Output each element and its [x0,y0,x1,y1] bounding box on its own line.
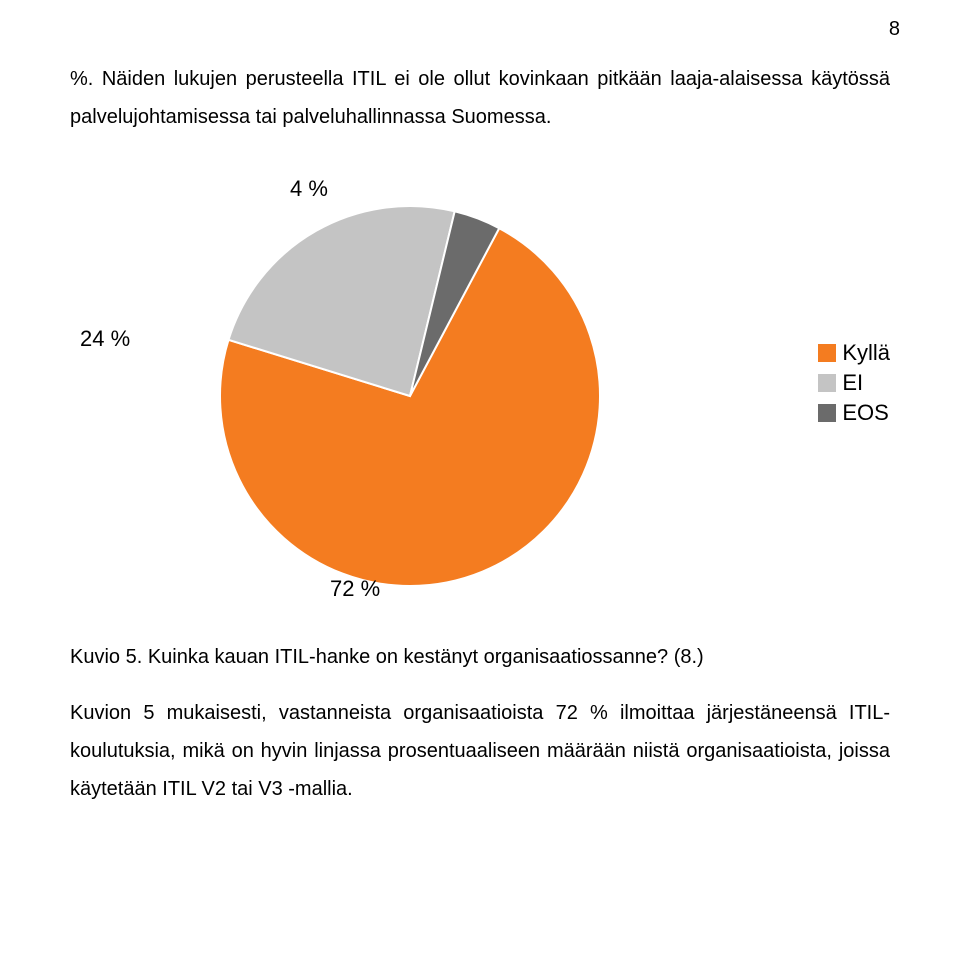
legend: Kyllä EI EOS [818,336,890,430]
paragraph-bottom: Kuvion 5 mukaisesti, vastanneista organi… [70,694,890,808]
slice-label-eos: 4 % [290,176,328,202]
figure-caption: Kuvio 5. Kuinka kauan ITIL-hanke on kest… [70,646,890,669]
slice-label-kylla: 72 % [330,576,380,602]
page-number: 8 [889,18,900,41]
paragraph-top: %. Näiden lukujen perusteella ITIL ei ol… [70,60,890,136]
legend-label-ei: EI [842,370,863,396]
legend-swatch-kylla [818,344,836,362]
legend-label-kylla: Kyllä [842,340,890,366]
page-root: 8 %. Näiden lukujen perusteella ITIL ei … [0,0,960,960]
pie-chart: 72 % 24 % 4 % Kyllä EI EOS [70,156,890,616]
legend-swatch-eos [818,404,836,422]
legend-label-eos: EOS [842,400,888,426]
legend-item-kylla: Kyllä [818,340,890,366]
legend-swatch-ei [818,374,836,392]
legend-item-ei: EI [818,370,890,396]
pie-wrap [220,206,600,586]
pie-svg [220,206,600,586]
legend-item-eos: EOS [818,400,890,426]
slice-label-ei: 24 % [80,326,130,352]
